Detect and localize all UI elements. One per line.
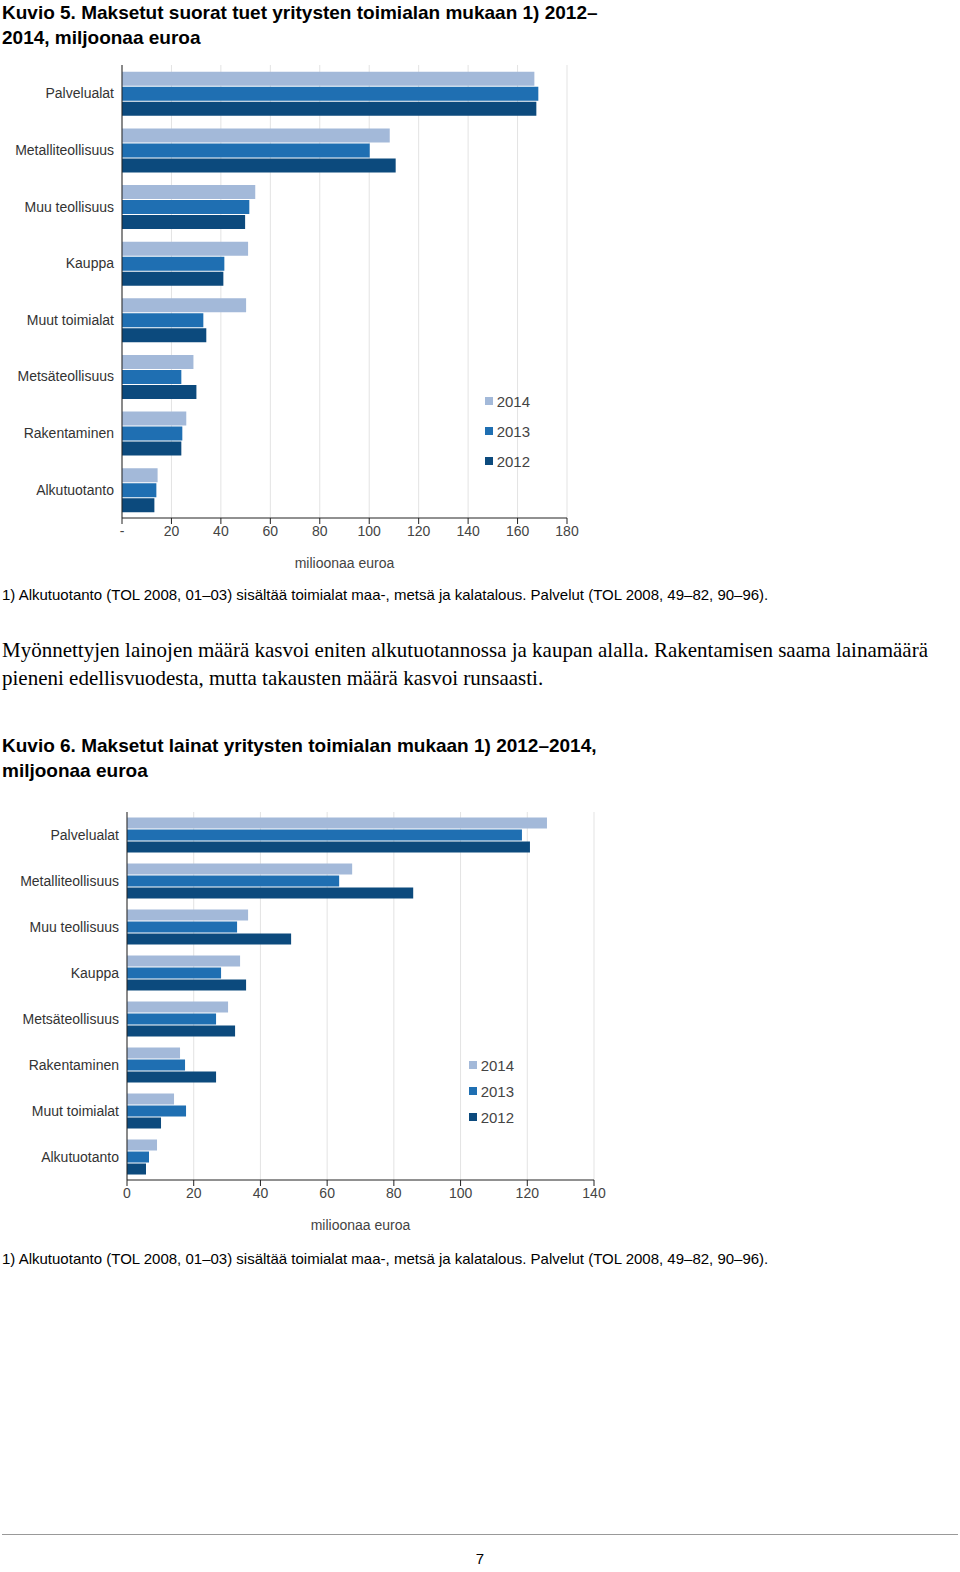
svg-text:Metalliteollisuus: Metalliteollisuus	[20, 873, 119, 889]
svg-text:Metsäteollisuus: Metsäteollisuus	[18, 368, 115, 384]
svg-text:20: 20	[164, 523, 180, 539]
html-text:2012: 2012	[480, 1108, 514, 1126]
svg-text:Kauppa: Kauppa	[66, 255, 114, 271]
svg-text:-: -	[120, 523, 125, 539]
svg-text:80: 80	[312, 523, 328, 539]
svg-text:60: 60	[319, 1185, 335, 1201]
svg-text:Muu teollisuus: Muu teollisuus	[30, 919, 120, 935]
svg-text:140: 140	[582, 1185, 606, 1201]
svg-text:180: 180	[555, 523, 579, 539]
svg-text:Metsäteollisuus: Metsäteollisuus	[23, 1011, 120, 1027]
html-text:1) Alkutuotanto (TOL 2008, 01–: 1) Alkutuotanto (TOL 2008, 01–03) sisält…	[2, 1250, 769, 1267]
svg-text:Kauppa: Kauppa	[71, 965, 119, 981]
html-text:2013: 2013	[480, 1082, 514, 1100]
html-text:2014: 2014	[480, 1056, 514, 1074]
svg-text:0: 0	[123, 1185, 131, 1201]
svg-text:60: 60	[263, 523, 279, 539]
svg-text:100: 100	[449, 1185, 473, 1201]
svg-text:Palvelualat: Palvelualat	[46, 85, 115, 101]
html-text:1) Alkutuotanto (TOL 2008, 01–: 1) Alkutuotanto (TOL 2008, 01–03) sisält…	[2, 586, 769, 603]
svg-text:140: 140	[456, 523, 480, 539]
svg-text:Alkutuotanto: Alkutuotanto	[41, 1149, 119, 1165]
html-text:2014: 2014	[496, 392, 530, 410]
svg-text:miljoonaa euroa: miljoonaa euroa	[295, 555, 395, 568]
svg-text:Metalliteollisuus: Metalliteollisuus	[15, 142, 114, 158]
html-text:7: 7	[475, 1550, 485, 1567]
svg-text:miljoonaa euroa: miljoonaa euroa	[311, 1217, 411, 1230]
html-text:2013: 2013	[496, 422, 530, 440]
svg-text:Rakentaminen: Rakentaminen	[29, 1057, 119, 1073]
html-text:Kuvio 5. Maksetut suorat tuet: Kuvio 5. Maksetut suorat tuet yritysten …	[2, 2, 598, 48]
svg-text:120: 120	[516, 1185, 540, 1201]
svg-text:Muu teollisuus: Muu teollisuus	[25, 199, 115, 215]
svg-text:Muut toimialat: Muut toimialat	[32, 1103, 119, 1119]
svg-text:Alkutuotanto: Alkutuotanto	[36, 482, 114, 498]
svg-text:100: 100	[358, 523, 382, 539]
svg-text:40: 40	[213, 523, 229, 539]
svg-text:Palvelualat: Palvelualat	[51, 827, 120, 843]
svg-text:160: 160	[506, 523, 530, 539]
svg-text:Rakentaminen: Rakentaminen	[24, 425, 114, 441]
html-text:2012: 2012	[496, 452, 530, 470]
svg-text:40: 40	[253, 1185, 269, 1201]
svg-text:120: 120	[407, 523, 431, 539]
svg-text:20: 20	[186, 1185, 202, 1201]
html-text:Kuvio 6. Maksetut lainat yrity: Kuvio 6. Maksetut lainat yritysten toimi…	[2, 735, 597, 781]
svg-text:80: 80	[386, 1185, 402, 1201]
html-text:Myönnettyjen lainojen määrä ka: Myönnettyjen lainojen määrä kasvoi enite…	[2, 638, 928, 690]
svg-text:Muut toimialat: Muut toimialat	[27, 312, 114, 328]
